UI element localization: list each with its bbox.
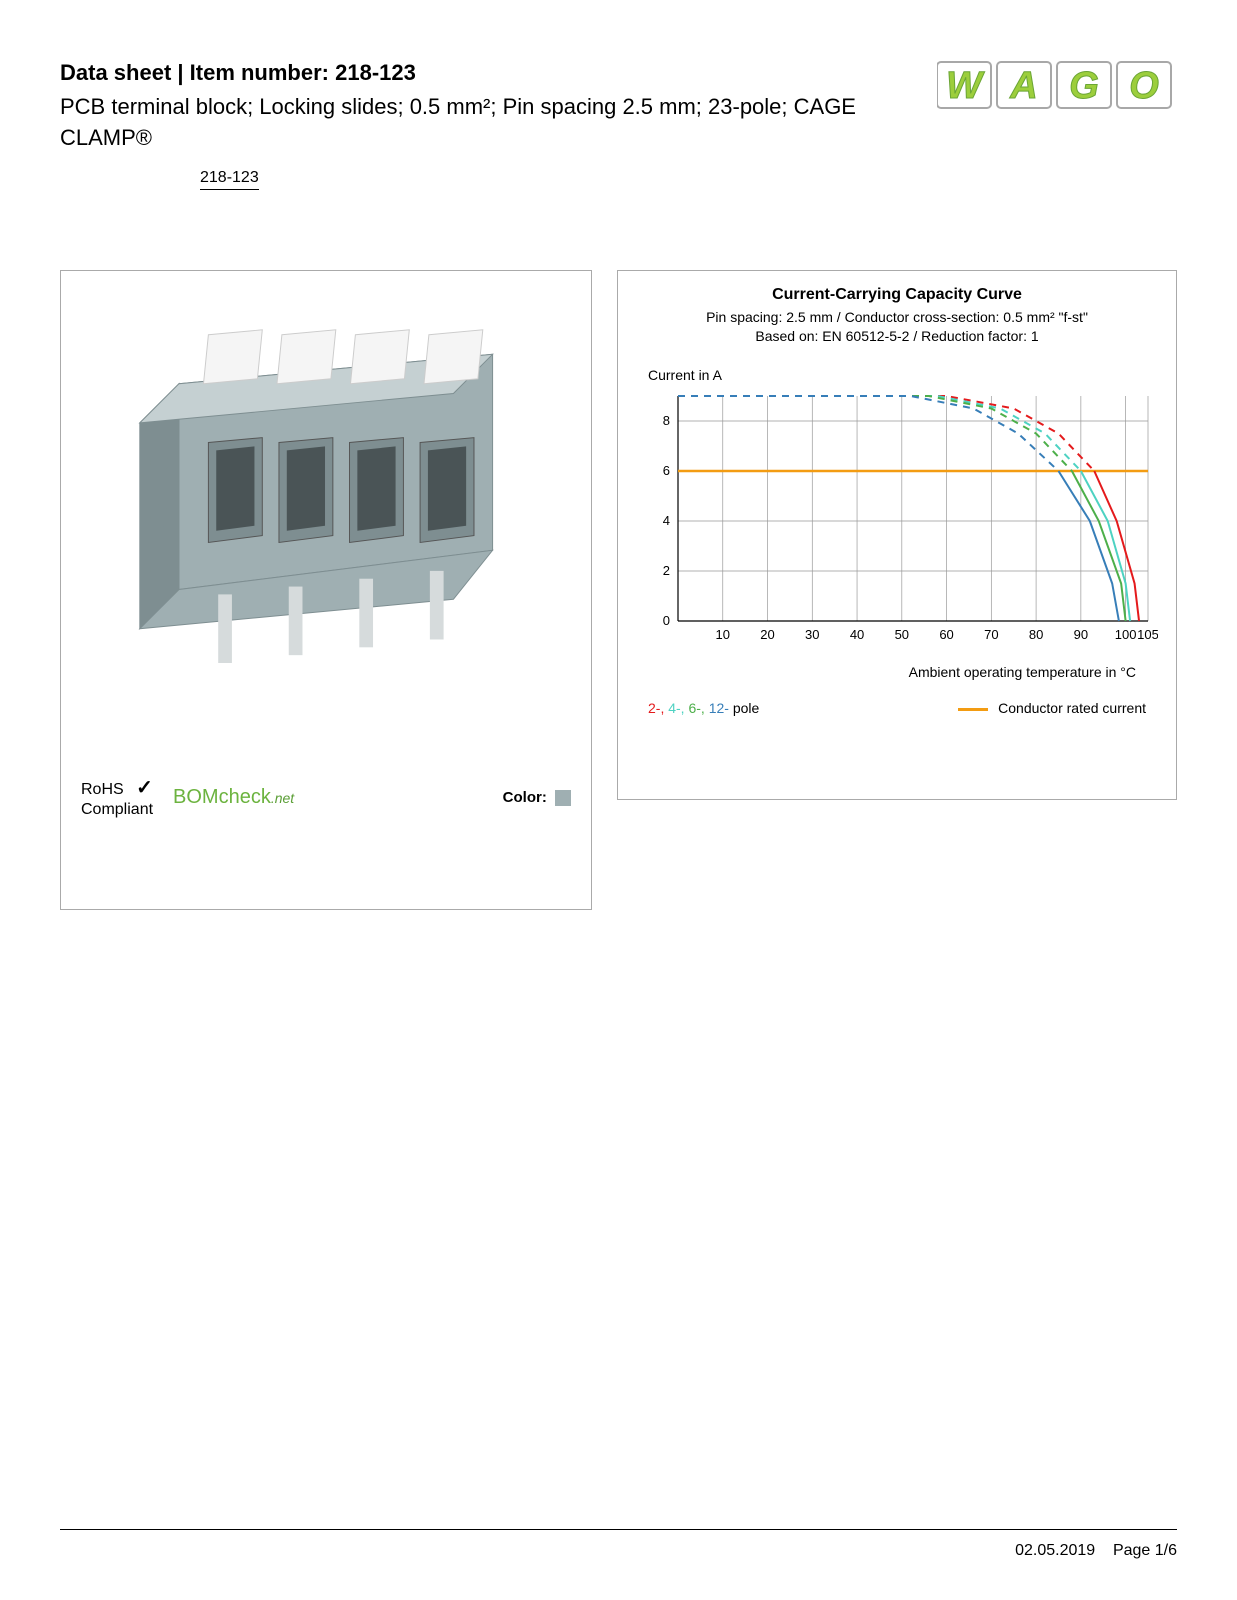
panels-row: RoHS ✓ Compliant BOMcheck.net Color: Cur… <box>60 270 1177 910</box>
svg-text:50: 50 <box>895 627 909 642</box>
svg-text:W: W <box>946 65 985 107</box>
svg-text:4: 4 <box>663 513 670 528</box>
compliant-text: Compliant <box>81 801 153 818</box>
page-footer: 02.05.2019 Page 1/6 <box>60 1529 1177 1560</box>
svg-text:0: 0 <box>663 613 670 628</box>
bomcheck-suffix: .net <box>271 790 294 806</box>
color-swatch <box>555 790 571 806</box>
legend-line-icon <box>958 708 988 711</box>
chart-ylabel: Current in A <box>648 367 1156 383</box>
footer-page: Page 1/6 <box>1113 1542 1177 1559</box>
legend-poles: 2-, 4-, 6-, 12- pole <box>648 700 759 716</box>
header-text: Data sheet | Item number: 218-123 PCB te… <box>60 60 937 190</box>
chart-sub1: Pin spacing: 2.5 mm / Conductor cross-se… <box>638 308 1156 328</box>
chart-sub2: Based on: EN 60512-5-2 / Reduction facto… <box>638 327 1156 347</box>
chart-panel: Current-Carrying Capacity Curve Pin spac… <box>617 270 1177 800</box>
bomcheck-main: BOMcheck <box>173 786 271 808</box>
svg-text:G: G <box>1069 65 1099 107</box>
footer-date: 02.05.2019 <box>1015 1542 1095 1559</box>
capacity-chart: 0 2 4 6 8 10 20 30 40 50 60 70 80 90 100105 <box>638 391 1158 651</box>
header: Data sheet | Item number: 218-123 PCB te… <box>60 60 1177 190</box>
svg-text:10: 10 <box>716 627 730 642</box>
color-label: Color: <box>503 789 547 806</box>
product-render <box>81 291 571 741</box>
check-icon: ✓ <box>136 777 153 799</box>
product-panel: RoHS ✓ Compliant BOMcheck.net Color: <box>60 270 592 910</box>
rohs-compliant: RoHS ✓ Compliant <box>81 776 153 819</box>
datasheet-title: Data sheet | Item number: 218-123 <box>60 60 937 86</box>
color-label-wrap: Color: <box>503 789 571 806</box>
bomcheck-logo: BOMcheck.net <box>173 786 294 809</box>
chart-title: Current-Carrying Capacity Curve <box>638 286 1156 304</box>
svg-text:20: 20 <box>760 627 774 642</box>
compliance-row: RoHS ✓ Compliant BOMcheck.net Color: <box>81 776 571 819</box>
chart-legend: 2-, 4-, 6-, 12- pole Conductor rated cur… <box>638 700 1156 716</box>
svg-text:2: 2 <box>663 563 670 578</box>
svg-text:6: 6 <box>663 463 670 478</box>
svg-text:90: 90 <box>1074 627 1088 642</box>
legend-rated: Conductor rated current <box>958 700 1146 716</box>
svg-text:8: 8 <box>663 413 670 428</box>
svg-text:100: 100 <box>1115 627 1137 642</box>
item-number-label: 218-123 <box>200 169 259 190</box>
rohs-text: RoHS <box>81 781 124 798</box>
svg-text:70: 70 <box>984 627 998 642</box>
page: Data sheet | Item number: 218-123 PCB te… <box>0 0 1237 1600</box>
chart-xlabel: Ambient operating temperature in °C <box>638 664 1156 680</box>
svg-text:40: 40 <box>850 627 864 642</box>
datasheet-subtitle: PCB terminal block; Locking slides; 0.5 … <box>60 92 937 154</box>
svg-text:105: 105 <box>1137 627 1158 642</box>
svg-text:80: 80 <box>1029 627 1043 642</box>
svg-text:O: O <box>1129 65 1159 107</box>
svg-text:30: 30 <box>805 627 819 642</box>
legend-rated-text: Conductor rated current <box>998 700 1146 716</box>
svg-text:A: A <box>1009 65 1037 107</box>
svg-text:60: 60 <box>939 627 953 642</box>
wago-logo: WAGO <box>937 60 1177 110</box>
